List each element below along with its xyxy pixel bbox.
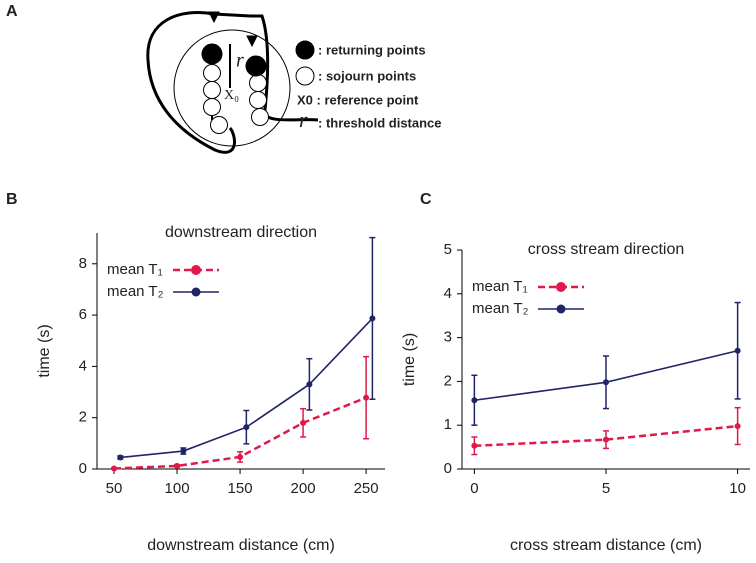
threshold-circle bbox=[173, 29, 291, 147]
legend-r: r bbox=[299, 107, 308, 132]
returning-point bbox=[201, 43, 223, 65]
legend-text: : sojourn points bbox=[318, 68, 416, 83]
point bbox=[603, 436, 609, 443]
x-axis-label: downstream distance (cm) bbox=[147, 537, 335, 554]
point bbox=[734, 347, 741, 354]
y-tick-label: 0 bbox=[444, 460, 452, 477]
chart-title: cross stream direction bbox=[528, 241, 685, 258]
sojourn-point bbox=[249, 74, 267, 92]
y-tick-label: 6 bbox=[79, 306, 87, 323]
sojourn-point bbox=[210, 116, 228, 134]
sojourn-point bbox=[203, 81, 221, 99]
legend-marker bbox=[556, 304, 566, 314]
x-tick-label: 250 bbox=[354, 480, 379, 497]
y-axis-label: time (s) bbox=[401, 333, 418, 386]
x-tick-label: 5 bbox=[602, 480, 610, 497]
y-tick-label: 4 bbox=[444, 285, 452, 302]
legend-sojourn bbox=[295, 66, 315, 86]
legend-marker bbox=[556, 282, 566, 292]
point bbox=[300, 419, 307, 426]
r-label: r bbox=[236, 50, 244, 72]
point bbox=[471, 397, 478, 404]
panel-label: B bbox=[6, 191, 18, 208]
point bbox=[471, 442, 478, 449]
y-tick-label: 4 bbox=[79, 357, 87, 374]
sojourn-point bbox=[249, 91, 267, 109]
x-tick-label: 100 bbox=[165, 480, 190, 497]
x-tick-label: 150 bbox=[228, 480, 253, 497]
y-tick-label: 1 bbox=[444, 416, 452, 433]
y-tick-label: 2 bbox=[444, 372, 452, 389]
legend-returning bbox=[295, 40, 315, 60]
x-tick-label: 200 bbox=[291, 480, 316, 497]
point bbox=[180, 448, 187, 455]
sojourn-point bbox=[203, 64, 221, 82]
panel-label: A bbox=[6, 3, 18, 20]
y-tick-label: 8 bbox=[79, 255, 87, 272]
sojourn-point bbox=[203, 98, 221, 116]
x-tick-label: 10 bbox=[729, 480, 746, 497]
y-tick-label: 0 bbox=[79, 460, 87, 477]
y-tick-label: 3 bbox=[444, 329, 452, 346]
diagram bbox=[146, 11, 319, 154]
point bbox=[117, 454, 124, 461]
legend-text: : returning points bbox=[318, 42, 426, 57]
legend-text: : threshold distance bbox=[318, 115, 442, 130]
trajectory bbox=[146, 11, 236, 154]
point bbox=[111, 465, 118, 472]
x0-label: X₀ bbox=[224, 88, 239, 103]
point bbox=[306, 381, 313, 388]
point bbox=[734, 423, 741, 430]
sojourn-point bbox=[251, 108, 269, 126]
point bbox=[603, 379, 609, 386]
point bbox=[174, 462, 181, 469]
legend-label: mean T₂ bbox=[107, 283, 164, 300]
legend-label: mean T₁ bbox=[472, 278, 528, 295]
point bbox=[243, 424, 250, 431]
arrow-head bbox=[208, 11, 258, 48]
trajectory bbox=[213, 12, 251, 18]
point bbox=[363, 394, 370, 401]
returning-point bbox=[245, 55, 267, 77]
x-axis-label: cross stream distance (cm) bbox=[510, 537, 702, 554]
panel-label: C bbox=[420, 191, 432, 208]
y-tick-label: 5 bbox=[444, 241, 452, 258]
legend-marker bbox=[191, 287, 201, 297]
legend-label: mean T₂ bbox=[472, 300, 529, 317]
y-axis-label: time (s) bbox=[36, 324, 53, 377]
x-tick-label: 0 bbox=[470, 480, 478, 497]
legend-marker bbox=[191, 265, 201, 275]
point bbox=[237, 453, 244, 460]
x-tick-label: 50 bbox=[106, 480, 123, 497]
point bbox=[369, 315, 376, 322]
legend-label: mean T₁ bbox=[107, 261, 163, 278]
legend-text: X0 : reference point bbox=[297, 92, 419, 107]
y-tick-label: 2 bbox=[79, 409, 87, 426]
chart-title: downstream direction bbox=[165, 224, 317, 241]
